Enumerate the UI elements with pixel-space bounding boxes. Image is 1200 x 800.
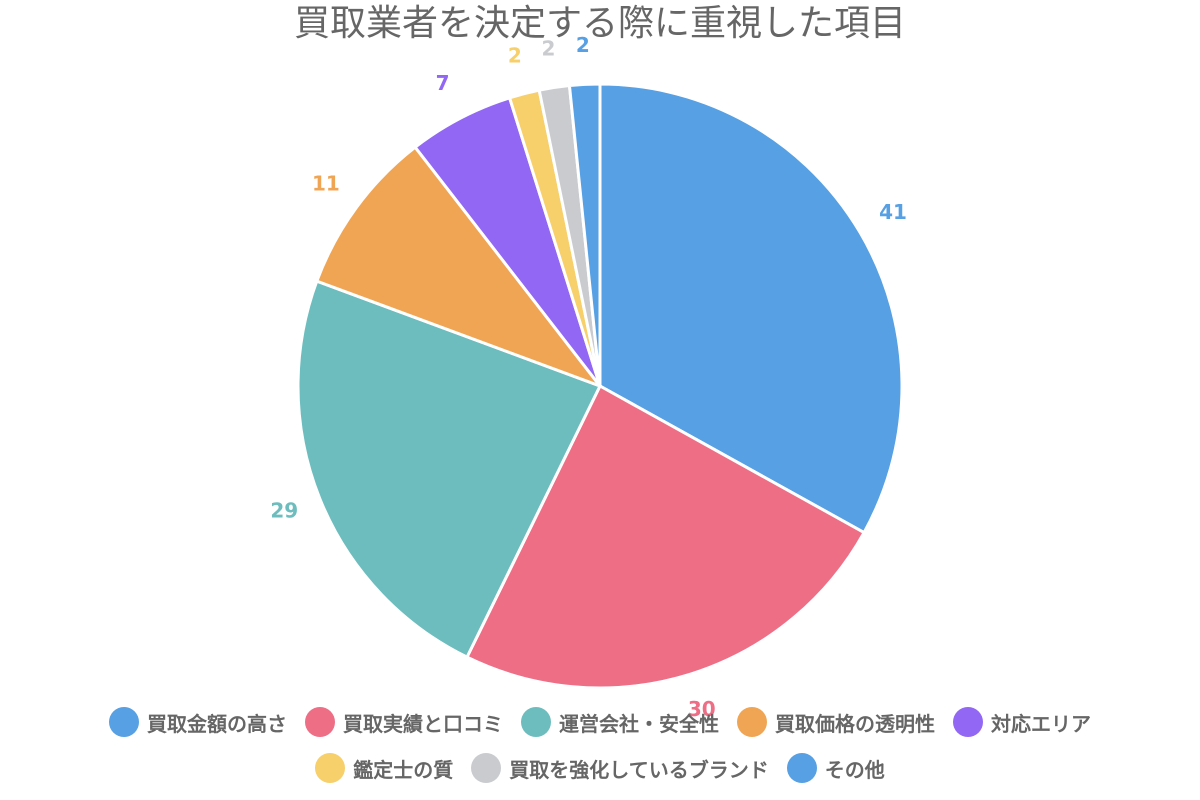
data-label-6: 2 bbox=[542, 36, 556, 60]
data-label-7: 2 bbox=[576, 33, 590, 57]
legend-label: 買取価格の透明性 bbox=[775, 711, 935, 736]
legend-item-6[interactable]: 買取を強化しているブランド bbox=[471, 750, 769, 786]
pie-slice-3[interactable] bbox=[314, 145, 605, 390]
data-label-2: 29 bbox=[270, 499, 298, 523]
legend-swatch bbox=[109, 707, 139, 737]
legend-item-1[interactable]: 買取実績と口コミ bbox=[305, 704, 503, 740]
legend-label: 買取実績と口コミ bbox=[343, 711, 503, 736]
legend-swatch bbox=[471, 753, 502, 783]
legend-label: 鑑定士の質 bbox=[353, 757, 454, 782]
data-label-0: 41 bbox=[879, 200, 907, 224]
legend-item-2[interactable]: 運営会社・安全性 bbox=[521, 704, 719, 740]
legend-swatch bbox=[305, 707, 335, 737]
legend-swatch bbox=[786, 753, 817, 783]
data-label-1: 30 bbox=[688, 697, 716, 721]
legend-item-4[interactable]: 対応エリア bbox=[953, 704, 1091, 740]
legend-row-1: 買取金額の高さ 買取実績と口コミ 運営会社・安全性 買取価格の透明性 対応エリア bbox=[0, 704, 1200, 740]
pie-slice-0[interactable] bbox=[598, 82, 904, 535]
legend-item-0[interactable]: 買取金額の高さ bbox=[109, 704, 287, 740]
legend-label: 運営会社・安全性 bbox=[559, 711, 719, 736]
legend-label: 対応エリア bbox=[991, 711, 1091, 736]
chart-title: 買取業者を決定する際に重視した項目 bbox=[293, 3, 906, 44]
legend-item-7[interactable]: その他 bbox=[786, 750, 885, 786]
legend-item-5[interactable]: 鑑定士の質 bbox=[315, 750, 453, 786]
legend-swatch bbox=[315, 753, 346, 783]
data-label-3: 11 bbox=[312, 171, 340, 195]
legend-swatch bbox=[953, 707, 983, 737]
data-label-4: 7 bbox=[436, 71, 450, 95]
data-label-5: 2 bbox=[508, 43, 522, 67]
legend-swatch bbox=[521, 707, 551, 737]
pie-slice-7[interactable] bbox=[567, 82, 602, 387]
legend-row-2: 鑑定士の質 買取を強化しているブランド その他 bbox=[0, 750, 1200, 786]
legend-label: その他 bbox=[824, 757, 885, 782]
legend-swatch bbox=[737, 707, 767, 737]
pie-slice-2[interactable] bbox=[296, 279, 603, 660]
legend-label: 買取金額の高さ bbox=[147, 711, 287, 736]
pie-slice-1[interactable] bbox=[464, 383, 867, 690]
legend-label: 買取を強化しているブランド bbox=[509, 757, 769, 782]
legend-item-3[interactable]: 買取価格の透明性 bbox=[737, 704, 935, 740]
